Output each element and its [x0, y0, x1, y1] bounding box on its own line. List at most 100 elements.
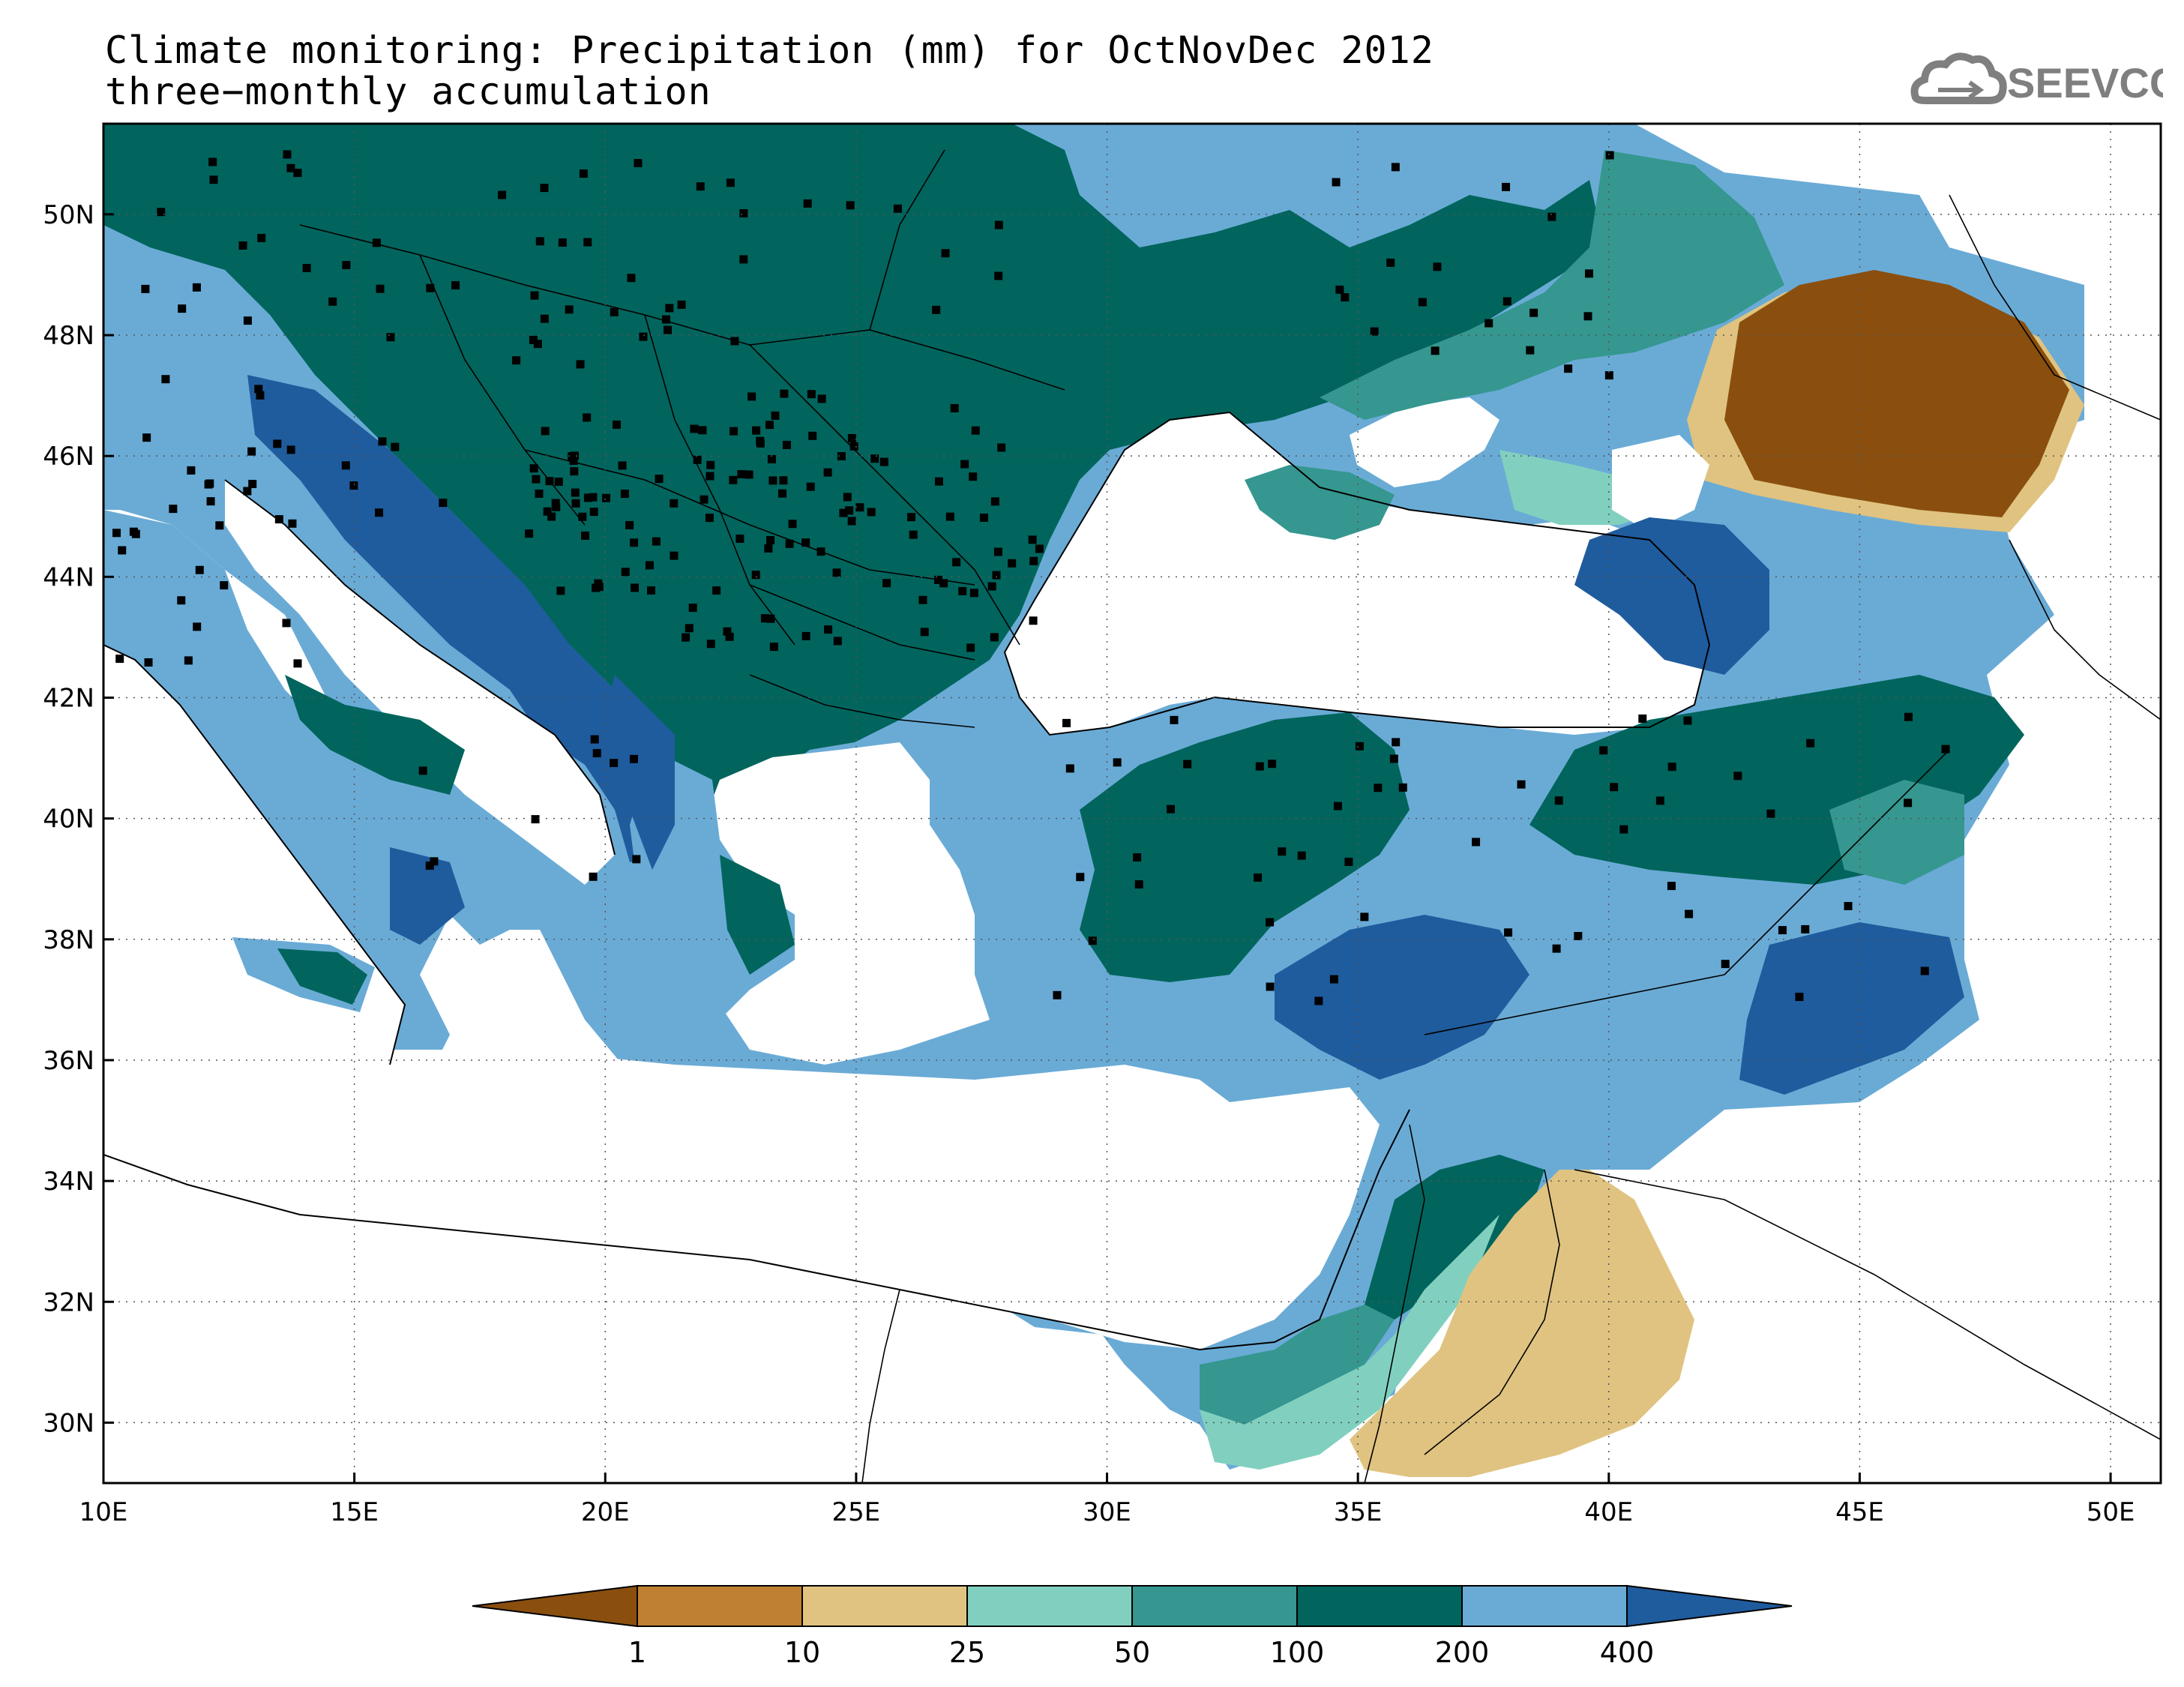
- station-marker: [1134, 880, 1143, 889]
- station-marker: [1604, 371, 1613, 380]
- station-marker: [247, 447, 256, 456]
- station-marker: [752, 426, 761, 435]
- station-marker: [530, 291, 539, 300]
- station-marker: [589, 508, 598, 517]
- station-marker: [1721, 960, 1730, 969]
- station-marker: [283, 150, 292, 159]
- colorbar-label: 10: [784, 1636, 820, 1669]
- station-marker: [764, 544, 773, 553]
- station-marker: [751, 571, 760, 580]
- land-italy: [103, 510, 540, 1095]
- station-marker: [187, 466, 196, 475]
- station-marker: [987, 582, 996, 591]
- coastline-italy: [103, 644, 406, 1065]
- station-marker: [1619, 825, 1628, 834]
- station-marker: [739, 255, 748, 264]
- station-marker: [1278, 847, 1287, 856]
- station-marker: [1170, 715, 1179, 724]
- station-marker: [778, 489, 787, 498]
- station-marker: [1766, 809, 1775, 818]
- station-marker: [969, 589, 978, 598]
- station-marker: [1008, 559, 1017, 568]
- station-marker: [1655, 796, 1664, 805]
- station-marker: [1028, 535, 1037, 544]
- black-sea: [1005, 412, 1709, 735]
- zone-over-400-caucasus: [1574, 517, 1769, 675]
- station-marker: [378, 437, 387, 446]
- station-marker: [112, 529, 121, 538]
- station-marker: [571, 488, 580, 497]
- station-marker: [652, 537, 661, 546]
- station-marker: [932, 305, 941, 314]
- station-marker: [706, 640, 715, 649]
- station-marker: [939, 579, 948, 588]
- station-marker: [1610, 783, 1619, 792]
- station-marker: [688, 604, 697, 613]
- lon-tick-label: 30E: [1083, 1497, 1131, 1527]
- station-marker: [801, 631, 810, 640]
- lat-tick-label: 30N: [43, 1408, 94, 1438]
- lon-tick-label: 20E: [581, 1497, 630, 1527]
- station-marker: [1844, 901, 1853, 910]
- station-marker: [1133, 853, 1142, 862]
- station-marker: [543, 507, 552, 516]
- station-marker: [512, 356, 521, 365]
- station-marker: [184, 656, 193, 665]
- station-marker: [833, 637, 842, 646]
- station-marker: [570, 467, 579, 476]
- zone-100-200-italy-south: [285, 675, 465, 795]
- station-marker: [257, 233, 266, 242]
- zone-over-400-taurus: [1275, 915, 1529, 1080]
- station-marker: [589, 872, 598, 881]
- station-marker: [141, 284, 150, 293]
- lat-tick-label: 44N: [43, 562, 94, 592]
- station-marker: [879, 457, 888, 466]
- station-marker: [583, 238, 592, 247]
- station-marker: [1332, 178, 1341, 187]
- station-markers: [112, 150, 1950, 1005]
- colorbar-label: 200: [1435, 1636, 1490, 1669]
- zone-100-200-greece: [720, 855, 795, 975]
- station-marker: [803, 199, 812, 208]
- station-marker: [1795, 993, 1804, 1002]
- station-marker: [934, 575, 943, 584]
- station-marker: [115, 655, 124, 664]
- station-marker: [1329, 975, 1338, 984]
- station-marker: [712, 586, 721, 595]
- station-marker: [1344, 857, 1353, 866]
- station-marker: [142, 433, 151, 442]
- station-marker: [870, 454, 879, 463]
- station-marker: [729, 475, 738, 484]
- station-marker: [129, 527, 138, 536]
- station-marker: [646, 586, 655, 595]
- colorbar-segment: [1461, 1585, 1628, 1627]
- station-marker: [498, 190, 507, 199]
- station-marker: [756, 439, 765, 448]
- station-marker: [144, 658, 153, 667]
- station-marker: [376, 284, 385, 293]
- station-marker: [621, 568, 630, 577]
- station-marker: [1547, 212, 1556, 221]
- colorbar-legend: 1 10 25 50 100 200 400: [472, 1584, 1793, 1669]
- zone-over-400-zagros: [1739, 922, 1964, 1095]
- station-marker: [990, 497, 999, 506]
- station-marker: [328, 297, 337, 306]
- station-marker: [806, 482, 815, 491]
- station-marker: [634, 159, 643, 168]
- station-marker: [274, 515, 283, 524]
- station-marker: [193, 622, 202, 631]
- station-marker: [1733, 772, 1742, 781]
- station-marker: [1297, 851, 1306, 860]
- station-marker: [690, 424, 699, 433]
- station-marker: [220, 581, 229, 590]
- station-marker: [618, 461, 627, 470]
- zone-10-25-syrian-desert: [1350, 1170, 1694, 1477]
- station-marker: [952, 558, 961, 567]
- station-marker: [1355, 742, 1364, 751]
- station-marker: [1088, 936, 1097, 945]
- zone-25-50-sinai: [1200, 1215, 1499, 1470]
- colorbar-label: 1: [628, 1636, 646, 1669]
- station-marker: [807, 390, 816, 399]
- station-marker: [960, 460, 969, 469]
- station-marker: [535, 237, 544, 246]
